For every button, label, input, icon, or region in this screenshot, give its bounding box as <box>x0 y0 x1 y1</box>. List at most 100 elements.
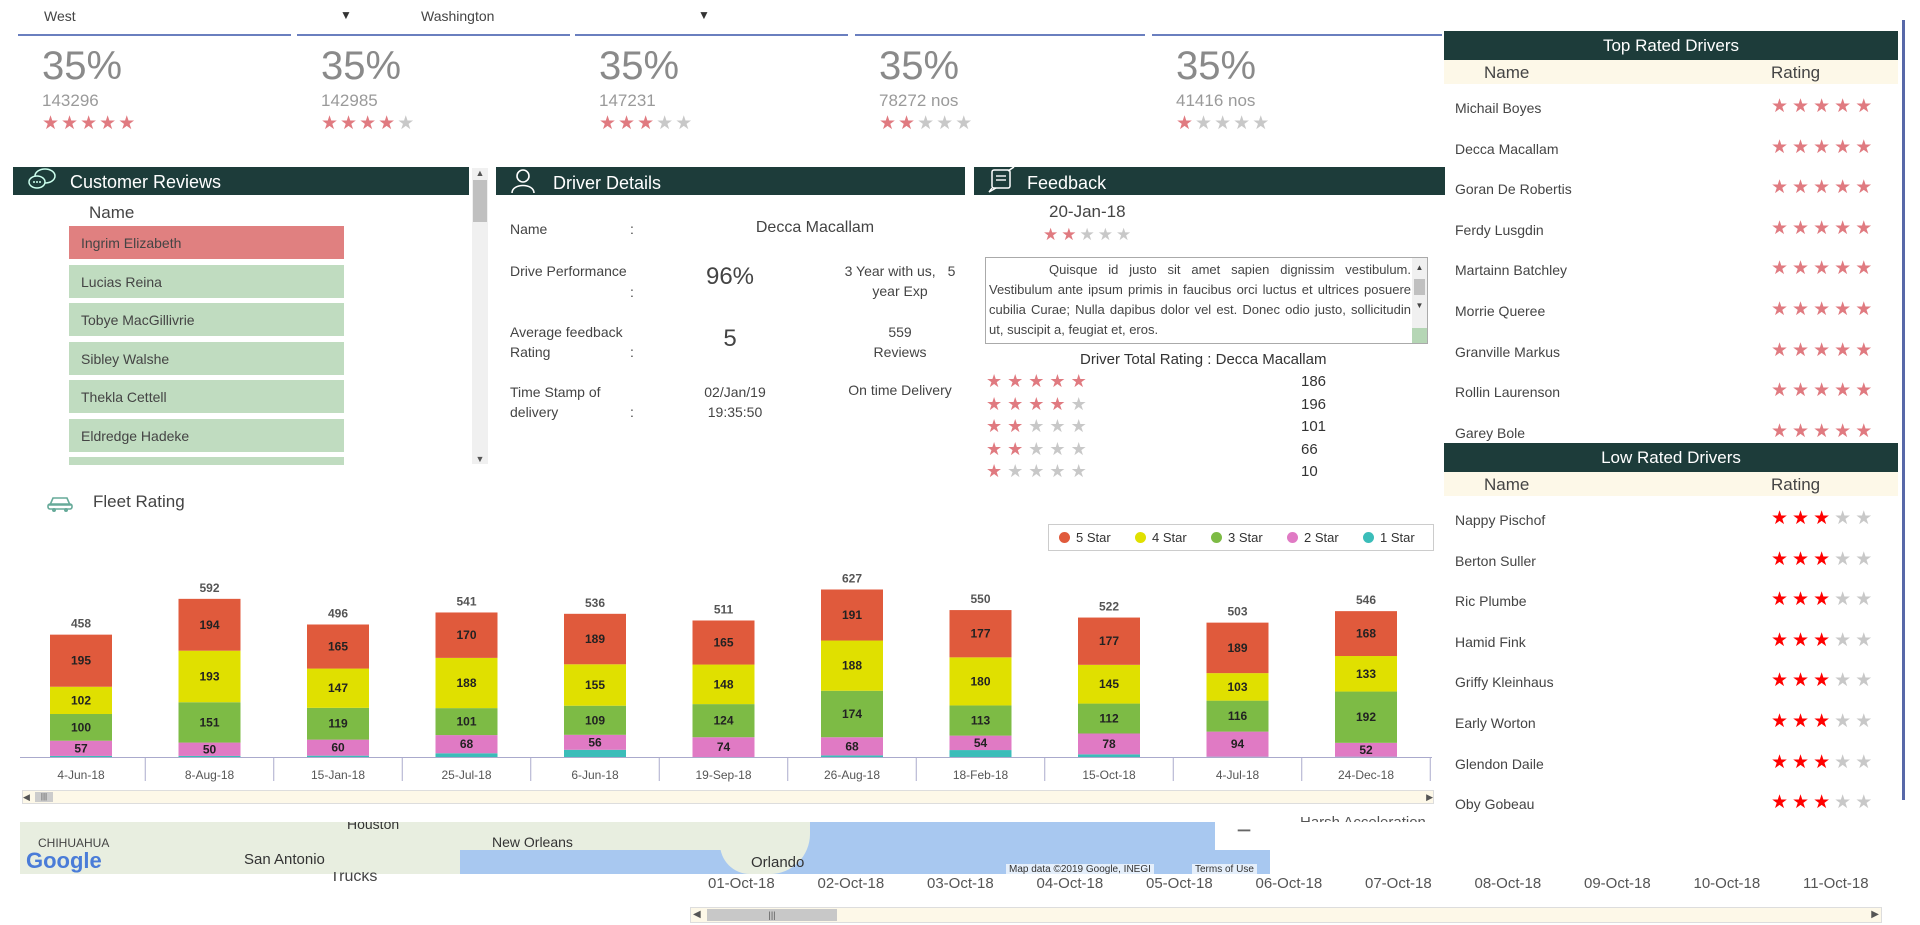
bar-segment <box>1078 754 1140 757</box>
reviews-count-value: 559 <box>888 324 912 340</box>
driver-row[interactable]: Morrie Queree ★★★★★ <box>1455 291 1895 331</box>
star-empty-icon: ★ <box>397 113 417 134</box>
star-filled-icon: ★ <box>637 113 657 134</box>
star-filled-icon: ★ <box>1792 258 1814 280</box>
review-list-item[interactable]: Tobye MacGillivrie <box>69 303 344 338</box>
scroll-thumb[interactable]: ||| <box>35 792 53 802</box>
bar-value-label: 177 <box>970 627 990 641</box>
timestamp-colon: : <box>630 404 634 420</box>
star-filled-icon: ★ <box>1813 751 1835 773</box>
legend-swatch <box>1363 532 1374 543</box>
rating-breakdown-row: ★★★★★ 101 <box>986 416 1406 438</box>
bar-segment <box>1206 731 1269 757</box>
star-filled-icon: ★ <box>1834 177 1856 199</box>
driver-row[interactable]: Rollin Laurenson ★★★★★ <box>1455 372 1895 412</box>
scroll-up-icon[interactable]: ▲ <box>1415 263 1424 272</box>
star-empty-icon: ★ <box>1855 589 1877 611</box>
chevron-down-icon[interactable]: ▼ <box>340 8 352 22</box>
date-axis-label: 07-Oct-18 <box>1365 875 1432 892</box>
bar-value-label: 193 <box>199 669 219 683</box>
scroll-right-icon[interactable]: ▶ <box>1426 792 1433 802</box>
driver-row[interactable]: Martainn Batchley ★★★★★ <box>1455 250 1895 290</box>
driver-rating-stars: ★★★★★ <box>1771 421 1876 443</box>
star-empty-icon: ★ <box>1855 670 1877 692</box>
reviews-scrollbar[interactable]: ▲ ▼ <box>472 168 488 464</box>
chart-scrollbar[interactable]: ◀ ||| ▶ <box>22 790 1434 804</box>
bottom-scrollbar[interactable]: ◀ ||| ▶ <box>690 907 1882 923</box>
scroll-left-icon[interactable]: ◀ <box>23 792 30 802</box>
driver-rating-stars: ★★★★★ <box>1771 752 1876 774</box>
map-place-san-antonio: San Antonio <box>244 851 325 868</box>
star-filled-icon: ★ <box>1813 136 1835 158</box>
driver-row[interactable]: Decca Macallam ★★★★★ <box>1455 129 1895 169</box>
map-view[interactable]: CHIHUAHUA Houston San Antonio New Orlean… <box>20 822 1270 874</box>
chevron-down-icon[interactable]: ▼ <box>698 8 710 22</box>
scroll-thumb[interactable] <box>1414 279 1425 295</box>
driver-row[interactable]: Ric Plumbe ★★★★★ <box>1455 581 1895 621</box>
scroll-down-icon[interactable]: ▼ <box>1415 301 1424 310</box>
date-axis-label: 09-Oct-18 <box>1584 875 1651 892</box>
bar-segment <box>564 734 626 750</box>
review-list-item[interactable]: Lucias Reina <box>69 264 344 300</box>
feedback-date: 20-Jan-18 <box>1049 202 1126 221</box>
driver-name: Goran De Robertis <box>1455 181 1572 198</box>
star-filled-icon: ★ <box>1792 670 1814 692</box>
driver-row[interactable]: Berton Suller ★★★★★ <box>1455 541 1895 581</box>
review-list-item[interactable]: Thekla Cettell <box>69 380 344 415</box>
reviewer-name: Thekla Cettell <box>81 389 167 405</box>
driver-rating-stars: ★★★★★ <box>1771 711 1876 733</box>
driver-row[interactable]: Glendon Daile ★★★★★ <box>1455 744 1895 784</box>
map-terms-link[interactable]: Terms of Use <box>1192 864 1257 874</box>
scroll-thumb[interactable] <box>473 180 487 222</box>
driver-rating-stars: ★★★★★ <box>1771 670 1876 692</box>
review-list-item[interactable]: Sibley Walshe <box>69 341 344 377</box>
review-list-item[interactable] <box>69 457 344 467</box>
feedback-textarea[interactable]: Quisque id justo sit amet sapien digniss… <box>985 257 1428 344</box>
region-filter[interactable]: West ▼ <box>44 8 352 28</box>
review-list-item[interactable]: Ingrim Elizabeth <box>69 226 344 261</box>
driver-name: Nappy Pischof <box>1455 512 1546 528</box>
driver-row[interactable]: Goran De Robertis ★★★★★ <box>1455 169 1895 209</box>
driver-row[interactable]: Griffy Kleinhaus ★★★★★ <box>1455 662 1895 702</box>
scroll-thumb[interactable]: ||| <box>707 909 837 921</box>
review-list-item[interactable]: Eldredge Hadeke <box>69 418 344 454</box>
bar-value-label: 100 <box>71 720 91 734</box>
date-axis-label: 08-Oct-18 <box>1474 875 1542 892</box>
driver-row[interactable]: Early Worton ★★★★★ <box>1455 703 1895 743</box>
bar-segment <box>1206 673 1269 701</box>
bar-segment <box>1078 664 1140 704</box>
bar-value-label: 177 <box>1099 634 1119 648</box>
rating-breakdown-row: ★★★★★ 196 <box>986 394 1406 416</box>
rating-breakdown-row: ★★★★★ 66 <box>986 439 1406 461</box>
driver-row[interactable]: Nappy Pischof ★★★★★ <box>1455 500 1895 540</box>
star-filled-icon: ★ <box>1049 393 1071 414</box>
star-empty-icon: ★ <box>1070 393 1092 414</box>
star-empty-icon: ★ <box>656 113 676 134</box>
star-filled-icon: ★ <box>1771 217 1793 239</box>
scroll-down-icon[interactable]: ▼ <box>475 454 485 464</box>
driver-row[interactable]: Oby Gobeau ★★★★★ <box>1455 784 1895 824</box>
bar-segment <box>307 755 369 757</box>
bar-total-label: 546 <box>1356 593 1376 607</box>
scroll-up-icon[interactable]: ▲ <box>475 168 485 178</box>
feedback-scrollbar[interactable]: ▲ ▼ <box>1412 258 1427 343</box>
driver-row[interactable]: Ferdy Lusgdin ★★★★★ <box>1455 210 1895 250</box>
performance-colon: : <box>630 284 634 300</box>
scroll-right-icon[interactable]: ▶ <box>1871 909 1879 920</box>
experience-years: 3 Year with us, <box>844 263 936 279</box>
bar-value-label: 195 <box>71 654 91 668</box>
driver-row[interactable]: Hamid Fink ★★★★★ <box>1455 622 1895 662</box>
map-zoom-out-button[interactable]: − <box>1215 822 1270 850</box>
driver-name: Berton Suller <box>1455 552 1536 569</box>
bar-value-label: 188 <box>456 676 476 690</box>
experience-unit: year Exp <box>872 283 928 299</box>
driver-row[interactable]: Michail Boyes ★★★★★ <box>1455 88 1895 128</box>
resize-handle-icon[interactable] <box>1412 328 1427 343</box>
star-filled-icon: ★ <box>340 113 360 134</box>
google-logo: Google <box>26 848 102 873</box>
driver-row[interactable]: Garey Bole ★★★★★ <box>1455 413 1895 453</box>
kpi-count: 78272 nos <box>879 91 959 110</box>
scroll-left-icon[interactable]: ◀ <box>693 909 701 920</box>
driver-row[interactable]: Granville Markus ★★★★★ <box>1455 332 1895 372</box>
state-filter[interactable]: Washington ▼ <box>421 8 721 28</box>
